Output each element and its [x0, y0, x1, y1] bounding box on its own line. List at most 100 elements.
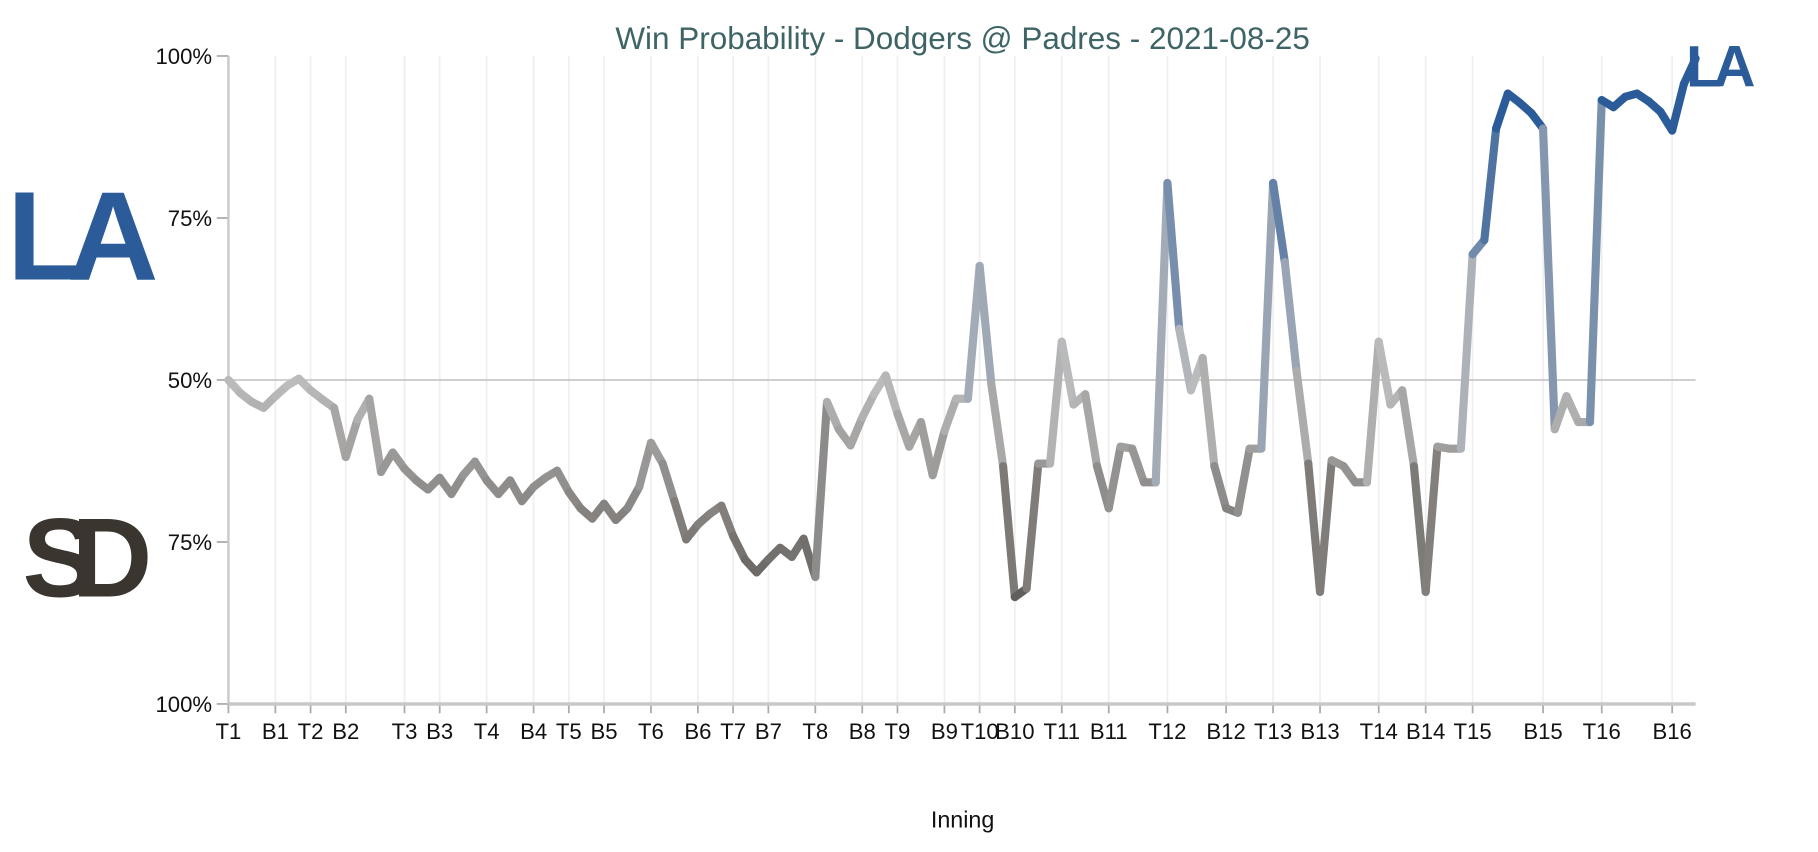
line-segment	[916, 418, 937, 480]
line-segment	[717, 501, 738, 541]
line-segment	[1045, 337, 1066, 468]
line-segment	[1022, 459, 1043, 593]
padres-logo: SD	[23, 496, 175, 621]
svg-text:SD: SD	[23, 496, 149, 621]
x-tick-label: B8	[849, 719, 876, 744]
tick-labels: T1 B1 T2 B2 T3 B3 T4 B4 T5 B5 T6 B6 T7 B7 T8 B8 T9 B9 T10B…	[156, 44, 1692, 744]
x-tick-label: T15	[1454, 719, 1492, 744]
line-segment	[1175, 324, 1195, 395]
line-segment	[1562, 392, 1583, 427]
line-segment	[1585, 95, 1606, 427]
line-segment	[822, 397, 843, 434]
x-tick-label: B10	[995, 719, 1034, 744]
x-tick-label: T11	[1044, 719, 1080, 744]
svg-text:LA: LA	[7, 166, 156, 307]
x-tick-label: B2	[332, 719, 359, 744]
x-tick-label: T8	[802, 719, 828, 744]
x-axis-label: Inning	[931, 806, 994, 832]
line-segment	[1538, 124, 1559, 434]
y-tick-label: 100%	[156, 692, 213, 717]
line-segment	[1257, 178, 1278, 453]
x-tick-label: T5	[556, 719, 582, 744]
line-segment	[1268, 178, 1289, 267]
y-tick-label: 100%	[156, 44, 213, 69]
x-tick-label: B11	[1090, 719, 1128, 744]
line-segment	[1210, 462, 1231, 513]
line-segment	[940, 394, 961, 436]
line-segment	[329, 403, 350, 462]
x-tick-label: B1	[262, 719, 289, 744]
x-tick-label: B13	[1300, 719, 1339, 744]
line-segment	[1456, 250, 1477, 453]
x-tick-label: T14	[1360, 719, 1398, 744]
y-tick-label: 75%	[168, 206, 212, 231]
line-segment	[1163, 178, 1184, 333]
x-tick-label: B7	[755, 719, 782, 744]
line-segment	[1233, 444, 1254, 517]
x-tick-label: T6	[638, 719, 664, 744]
x-tick-label: B6	[684, 719, 711, 744]
x-tick-label: T9	[885, 719, 911, 744]
line-segment	[999, 462, 1019, 602]
axes	[216, 55, 1696, 714]
line-segment	[1480, 124, 1501, 245]
line-segment	[1374, 337, 1395, 409]
x-tick-label: B14	[1406, 719, 1445, 744]
x-tick-label: T12	[1148, 719, 1186, 744]
line-segment	[893, 409, 914, 451]
line-segment	[670, 497, 691, 544]
line-segment	[341, 415, 362, 462]
line-segment	[1128, 444, 1149, 487]
dodgers-logo-small: LA	[1686, 34, 1763, 99]
line-segment	[928, 427, 949, 480]
line-segment	[635, 438, 656, 491]
line-segment	[975, 261, 996, 389]
x-tick-label: T2	[298, 719, 324, 744]
grid	[227, 55, 1696, 704]
line-segment	[1398, 386, 1419, 471]
line-segment	[811, 397, 832, 582]
line-segment	[1057, 337, 1078, 409]
line-segment	[1081, 390, 1102, 471]
x-tick-label: B9	[931, 719, 958, 744]
x-tick-label: B4	[520, 719, 547, 744]
y-tick-label: 50%	[168, 368, 212, 393]
x-tick-label: B12	[1206, 719, 1245, 744]
chart-title: Win Probability - Dodgers @ Padres - 202…	[615, 21, 1310, 56]
line-segment	[1315, 456, 1336, 596]
line-segment	[658, 459, 679, 506]
x-tick-label: B15	[1523, 719, 1562, 744]
line-segment	[729, 532, 749, 564]
line-segment	[1492, 89, 1512, 133]
y-tick-label: 75%	[168, 530, 212, 555]
line-segment	[1198, 353, 1219, 471]
x-tick-label: T16	[1583, 719, 1621, 744]
dodgers-logo: LA	[7, 166, 172, 307]
x-tick-label: T13	[1254, 719, 1292, 744]
line-segment	[1668, 79, 1688, 135]
line-segment	[1151, 178, 1172, 487]
line-segment	[1679, 54, 1700, 88]
x-tick-label: B5	[590, 719, 617, 744]
x-tick-label: T3	[392, 719, 418, 744]
line-segment	[1280, 257, 1301, 375]
line-segment	[881, 371, 902, 418]
x-tick-label: B3	[426, 719, 453, 744]
line-segment	[858, 390, 879, 422]
x-tick-label: T1	[216, 719, 242, 744]
line-segment	[963, 261, 984, 403]
line-segment	[365, 394, 386, 477]
line-segment	[846, 413, 867, 450]
win-probability-line	[224, 54, 1700, 602]
x-tick-label: T10	[961, 719, 999, 744]
line-segment	[1421, 442, 1442, 596]
line-segment	[1104, 442, 1125, 513]
line-segment	[987, 380, 1008, 471]
x-tick-label: T4	[474, 719, 500, 744]
line-segment	[1292, 366, 1313, 468]
x-tick-label: T7	[720, 719, 746, 744]
line-segment	[1362, 337, 1383, 487]
x-tick-label: B16	[1652, 719, 1691, 744]
svg-text:LA: LA	[1686, 34, 1754, 99]
